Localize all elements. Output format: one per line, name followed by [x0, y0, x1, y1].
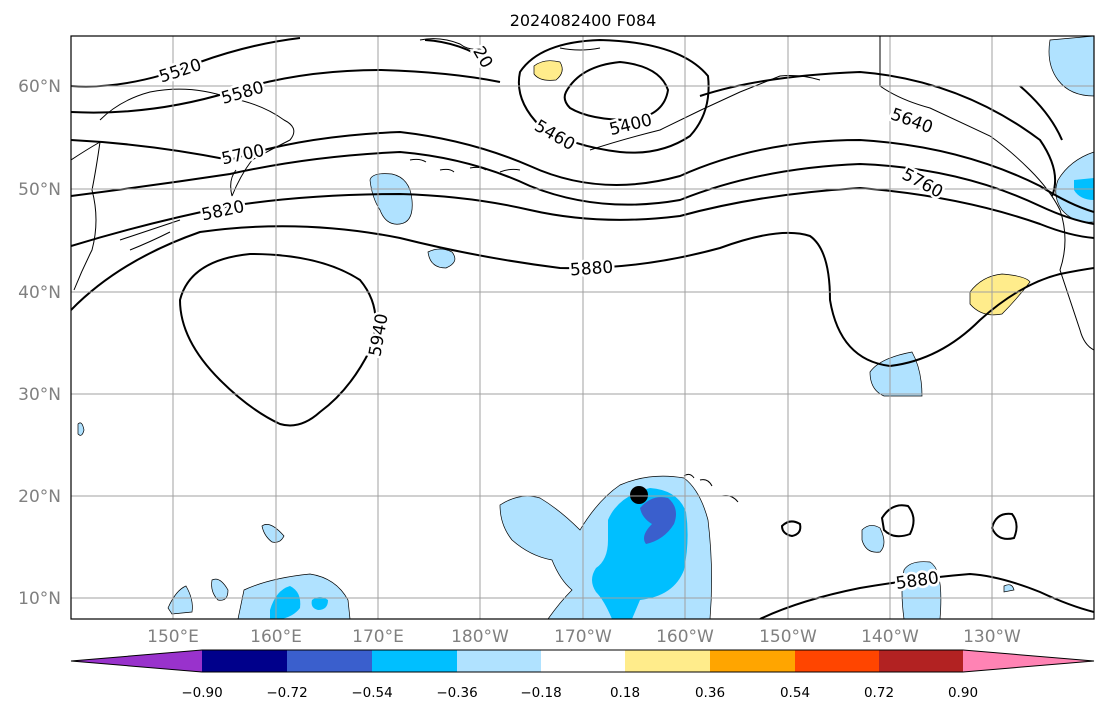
lon-label: 150°E — [147, 627, 199, 647]
shade-region-light-blue — [901, 561, 942, 619]
colorbar-swatch — [372, 650, 457, 672]
coastline-alaska — [419, 36, 1094, 351]
colorbar-max-extend — [963, 650, 1094, 672]
colorbar-swatch — [795, 650, 879, 672]
lon-label: 140°W — [861, 627, 919, 647]
contour-small-ring — [880, 504, 915, 538]
colorbar-tick-label: −0.54 — [351, 685, 392, 701]
colorbar-tick-label: 0.36 — [695, 685, 725, 701]
shade-region-light-blue — [1003, 584, 1015, 593]
contour-label: 5520 — [157, 55, 204, 87]
colorbar-outline — [70, 649, 1095, 673]
lat-label: 40°N — [18, 283, 61, 303]
contour-5460 — [518, 38, 710, 154]
contour-label: 5640 — [888, 105, 935, 139]
contour-label: 5580 — [219, 78, 266, 109]
colorbar-tick-label: −0.90 — [181, 685, 222, 701]
colorbar-swatch — [457, 650, 541, 672]
contour-5640 — [699, 70, 1063, 197]
map-frame — [70, 35, 1095, 620]
contour-label: 5940 — [365, 312, 392, 358]
contour-5700 — [71, 130, 1094, 213]
shade-region-light-yellow — [533, 60, 563, 81]
shade-region-light-blue — [261, 524, 285, 543]
shade-region-light-yellow — [969, 273, 1031, 316]
lon-label: 170°E — [352, 627, 404, 647]
colorbar-swatch — [202, 650, 287, 672]
lon-label: 180°W — [451, 627, 509, 647]
coastline-asia — [71, 88, 295, 291]
lat-label: 60°N — [18, 77, 61, 97]
colorbar-tick-label: −0.18 — [520, 685, 561, 701]
contour-small-ring — [990, 512, 1018, 540]
lon-label: 130°W — [963, 627, 1021, 647]
colorbar-swatch — [541, 650, 625, 672]
colorbar-swatch — [287, 650, 372, 672]
longitude-axis: 150°E 160°E 170°E 180°W 170°W 160°W 150°… — [147, 627, 1021, 647]
lat-label: 30°N — [18, 385, 61, 405]
coastline-aleutians — [409, 158, 521, 173]
colorbar-tick-label: −0.72 — [266, 685, 307, 701]
contour-5820 — [71, 186, 1094, 247]
height-contours — [71, 37, 1094, 619]
contour-label: 5820 — [200, 197, 246, 226]
shade-region-light-blue — [427, 248, 456, 269]
shade-region-light-blue — [1048, 36, 1094, 97]
graticule — [71, 36, 1094, 619]
anomaly-shading — [77, 36, 1094, 619]
coastlines — [71, 36, 1094, 503]
shade-region-light-blue — [167, 585, 193, 615]
contour-5760 — [71, 150, 1094, 225]
contour-5880-north — [71, 225, 1094, 368]
location-marker — [630, 486, 648, 504]
shade-region-light-blue — [77, 422, 85, 436]
colorbar-tick-label: 0.18 — [610, 685, 640, 701]
shade-region-deep-blue — [311, 597, 328, 610]
colorbar: −0.90 −0.72 −0.54 −0.36 −0.18 0.18 0.36 … — [70, 649, 1095, 701]
map-title: 2024082400 F084 — [510, 11, 657, 30]
lon-label: 160°W — [656, 627, 714, 647]
lon-label: 160°E — [250, 627, 302, 647]
colorbar-swatch — [879, 650, 963, 672]
colorbar-tick-label: −0.36 — [436, 685, 477, 701]
lat-label: 50°N — [18, 180, 61, 200]
lat-label: 10°N — [18, 589, 61, 609]
shade-region-light-blue — [211, 578, 229, 601]
colorbar-tick-label: 0.54 — [780, 685, 810, 701]
contour-label: 5400 — [607, 110, 654, 140]
colorbar-min-extend — [71, 650, 202, 672]
shade-region-deep-blue — [270, 586, 301, 619]
contour-5580 — [71, 68, 501, 114]
colorbar-tick-label: 0.90 — [948, 685, 978, 701]
lon-label: 150°W — [759, 627, 817, 647]
colorbar-tick-label: 0.72 — [864, 685, 894, 701]
contour-label: 5880 — [569, 258, 614, 281]
contour-small-ring — [780, 520, 802, 538]
colorbar-swatch — [625, 650, 710, 672]
contour-label: 5460 — [531, 116, 578, 155]
shade-region-light-blue — [869, 351, 923, 397]
colorbar-swatch — [710, 650, 795, 672]
map-body — [71, 36, 1094, 619]
contour-5400 — [563, 60, 670, 122]
contour-label: 5700 — [220, 141, 266, 170]
contour-5940 — [178, 252, 377, 427]
shade-region-light-blue — [369, 173, 413, 225]
shade-region-light-blue — [861, 525, 885, 553]
shade-region-royal-blue — [640, 497, 676, 544]
lon-label: 170°W — [554, 627, 612, 647]
contour-5520-north — [424, 39, 491, 63]
latitude-axis: 60°N 50°N 40°N 30°N 20°N 10°N — [18, 77, 61, 609]
lat-label: 20°N — [18, 487, 61, 507]
contour-label: 20 — [468, 43, 496, 72]
